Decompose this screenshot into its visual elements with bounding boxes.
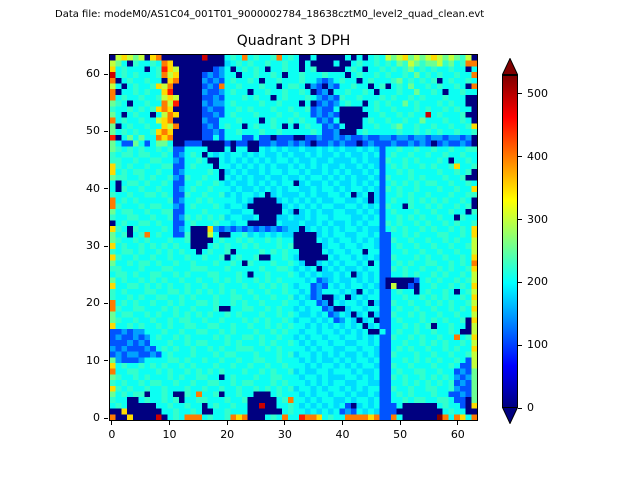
y-tick-mark (104, 360, 108, 362)
y-tick-label: 0 (93, 411, 100, 425)
x-tick-mark (169, 421, 171, 425)
plot-area (109, 54, 478, 421)
x-tick-mark (226, 421, 228, 425)
y-tick-label: 30 (86, 239, 100, 253)
y-tick-mark (104, 188, 108, 190)
x-tick-mark (342, 421, 343, 425)
y-tick-label: 10 (86, 353, 100, 367)
colorbar-tick-label: 100 (527, 338, 548, 352)
colorbar-tick-label: 400 (527, 149, 548, 163)
colorbar-tick-mark (518, 156, 522, 158)
x-tick-label: 10 (162, 428, 177, 441)
x-tick-mark (284, 421, 286, 425)
colorbar-tick-mark (518, 281, 522, 283)
y-tick-label: 60 (86, 67, 100, 81)
chart-title: Quadrant 3 DPH (236, 33, 351, 49)
x-tick-mark (457, 421, 459, 425)
x-tick-mark (399, 421, 401, 425)
y-tick-label: 40 (86, 181, 100, 195)
colorbar-tick-label: 500 (527, 86, 548, 100)
colorbar-over-arrow-icon (502, 58, 518, 75)
colorbar-under-arrow-icon (502, 407, 518, 424)
y-tick-mark (104, 130, 108, 132)
colorbar-tick-label: 200 (527, 275, 548, 289)
colorbar-tick-mark (518, 407, 522, 409)
y-tick-label: 50 (86, 124, 100, 138)
colorbar-tick-label: 300 (527, 212, 548, 226)
data-file-label: Data file: modeM0/AS1C04_001T01_90000027… (55, 9, 485, 20)
colorbar-tick-mark (518, 344, 522, 346)
colorbar-tick-mark (518, 93, 522, 95)
y-tick-mark (104, 245, 108, 247)
y-tick-mark (104, 417, 108, 419)
x-tick-label: 0 (108, 428, 116, 441)
y-tick-mark (104, 302, 108, 304)
heatmap-image (110, 55, 477, 420)
x-tick-label: 40 (335, 428, 350, 441)
x-tick-label: 30 (277, 428, 292, 441)
x-tick-mark (111, 421, 113, 425)
x-tick-label: 20 (220, 428, 235, 441)
colorbar-gradient (502, 75, 518, 408)
x-tick-label: 50 (393, 428, 408, 441)
y-tick-label: 20 (86, 296, 100, 310)
x-tick-label: 60 (450, 428, 465, 441)
y-tick-mark (104, 73, 108, 75)
colorbar-tick-mark (518, 219, 522, 220)
colorbar-tick-label: 0 (527, 401, 534, 414)
